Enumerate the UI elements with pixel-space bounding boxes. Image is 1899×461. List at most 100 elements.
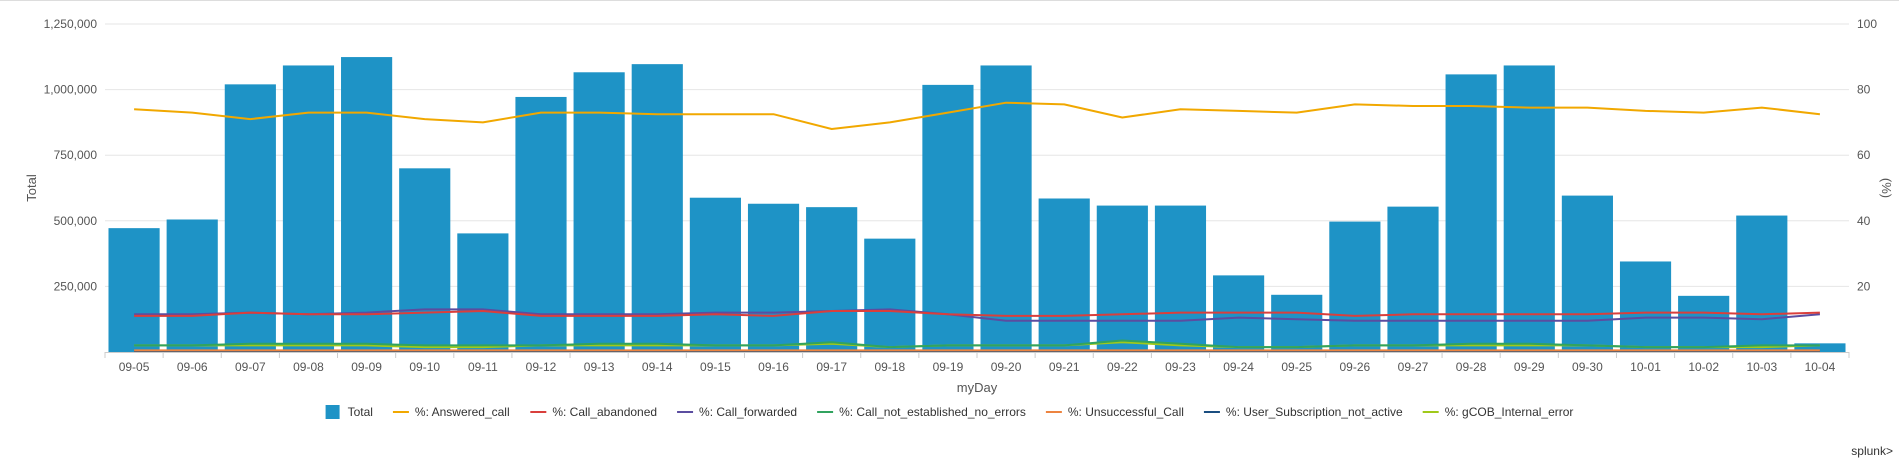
bar-total[interactable] bbox=[1329, 221, 1381, 352]
bar-total[interactable] bbox=[1503, 65, 1555, 352]
bar-total[interactable] bbox=[1154, 205, 1207, 352]
bar-total[interactable] bbox=[922, 84, 974, 352]
x-tick-label: 10-04 bbox=[1805, 360, 1836, 374]
x-tick-label: 09-14 bbox=[642, 360, 673, 374]
x-axis-title: myDay bbox=[957, 380, 998, 395]
x-tick-label: 09-21 bbox=[1049, 360, 1080, 374]
x-tick-label: 09-19 bbox=[933, 360, 964, 374]
bar-total[interactable] bbox=[108, 228, 160, 352]
x-tick-label: 09-07 bbox=[235, 360, 266, 374]
x-tick-label: 10-02 bbox=[1688, 360, 1719, 374]
y-tick-label: 1,000,000 bbox=[44, 83, 98, 97]
x-tick-label: 09-16 bbox=[758, 360, 789, 374]
y-tick-label: 500,000 bbox=[54, 214, 98, 228]
x-tick-label: 09-29 bbox=[1514, 360, 1545, 374]
x-tick-label: 09-26 bbox=[1340, 360, 1371, 374]
bar-total[interactable] bbox=[1038, 198, 1090, 352]
axes: Total (%) myDay 1,250,000 100 1,000,000 80 7… bbox=[24, 17, 1894, 395]
legend-item[interactable]: %: Answered_call bbox=[392, 405, 510, 419]
legend-item[interactable]: %: Call_abandoned bbox=[530, 405, 657, 419]
legend-swatch bbox=[325, 405, 340, 419]
splunk-logo: splunk> bbox=[1851, 444, 1893, 458]
x-tick-label: 09-30 bbox=[1572, 360, 1603, 374]
bar-total[interactable] bbox=[1619, 261, 1672, 352]
bar-total[interactable] bbox=[631, 64, 683, 352]
y2-tick-label: 80 bbox=[1857, 83, 1871, 97]
y-tick-label: 250,000 bbox=[54, 279, 98, 293]
bar-total[interactable] bbox=[1561, 195, 1613, 352]
x-tick-label: 09-27 bbox=[1398, 360, 1429, 374]
x-tick-label: 09-05 bbox=[119, 360, 150, 374]
y2-axis-title: (%) bbox=[1879, 178, 1894, 198]
bar-total[interactable] bbox=[399, 168, 451, 352]
bar-total[interactable] bbox=[166, 219, 218, 352]
y2-tick-label: 20 bbox=[1857, 279, 1871, 293]
legend-item[interactable]: %: gCOB_Internal_error bbox=[1422, 405, 1574, 419]
bar-total[interactable] bbox=[224, 84, 276, 353]
x-tick-label: 10-01 bbox=[1630, 360, 1661, 374]
bar-total[interactable] bbox=[864, 238, 916, 352]
bar-total[interactable] bbox=[515, 96, 567, 352]
bar-total[interactable] bbox=[1445, 74, 1497, 352]
bar-total[interactable] bbox=[1213, 275, 1265, 352]
y2-tick-label: 60 bbox=[1857, 148, 1871, 162]
bar-total[interactable] bbox=[689, 197, 741, 352]
grid bbox=[0, 0, 1899, 287]
x-tick-label: 09-10 bbox=[409, 360, 440, 374]
legend-label: %: Call_forwarded bbox=[699, 405, 797, 419]
y2-tick-label: 100 bbox=[1857, 17, 1877, 31]
x-tick-label: 09-15 bbox=[700, 360, 731, 374]
legend-label: %: Call_abandoned bbox=[552, 405, 657, 419]
legend-label: %: Unsuccessful_Call bbox=[1068, 405, 1184, 419]
legend-label: %: gCOB_Internal_error bbox=[1445, 405, 1574, 419]
bar-total[interactable] bbox=[1387, 206, 1439, 352]
x-tick-label: 09-28 bbox=[1456, 360, 1487, 374]
x-tick-label: 09-22 bbox=[1107, 360, 1138, 374]
bar-total[interactable] bbox=[1736, 215, 1788, 352]
legend-label: %: Call_not_established_no_errors bbox=[839, 405, 1026, 419]
y2-tick-label: 40 bbox=[1857, 214, 1871, 228]
legend-item[interactable]: %: Call_not_established_no_errors bbox=[817, 405, 1026, 419]
x-tick-label: 09-11 bbox=[468, 360, 498, 374]
x-tick-label: 10-03 bbox=[1746, 360, 1777, 374]
bar-total[interactable] bbox=[282, 65, 335, 352]
y-axis-title: Total bbox=[24, 174, 39, 202]
bar-total[interactable] bbox=[1271, 294, 1323, 352]
x-tick-label: 09-09 bbox=[351, 360, 382, 374]
bar-total[interactable] bbox=[1794, 343, 1846, 352]
legend-item[interactable]: %: Unsuccessful_Call bbox=[1045, 405, 1184, 419]
legend-item[interactable]: Total bbox=[325, 405, 373, 419]
bar-total[interactable] bbox=[747, 203, 800, 352]
bar-total[interactable] bbox=[1096, 205, 1148, 352]
legend-label: %: Answered_call bbox=[415, 405, 510, 419]
bar-total[interactable] bbox=[1678, 295, 1730, 352]
x-tick-label: 09-13 bbox=[584, 360, 615, 374]
legend-item[interactable]: %: User_Subscription_not_active bbox=[1203, 405, 1403, 419]
x-tick-label: 09-25 bbox=[1281, 360, 1312, 374]
bar-total[interactable] bbox=[341, 57, 393, 352]
y-tick-label: 1,250,000 bbox=[44, 17, 98, 31]
x-tick-label: 09-06 bbox=[177, 360, 208, 374]
x-tick-label: 09-12 bbox=[526, 360, 557, 374]
line-series[interactable] bbox=[134, 339, 1820, 349]
line-series-group[interactable] bbox=[134, 101, 1821, 352]
x-tick-label: 09-20 bbox=[991, 360, 1022, 374]
x-tick-label: 09-17 bbox=[816, 360, 847, 374]
line-series[interactable] bbox=[134, 101, 1821, 130]
y-tick-label: 750,000 bbox=[54, 148, 98, 162]
legend[interactable]: Total %: Answered_call %: Call_abandoned%:… bbox=[325, 405, 1574, 419]
bars[interactable] bbox=[108, 57, 1846, 353]
legend-item[interactable]: %: Call_forwarded bbox=[677, 405, 797, 419]
bar-total[interactable] bbox=[573, 72, 625, 352]
bar-total[interactable] bbox=[980, 65, 1032, 352]
line-series[interactable] bbox=[134, 310, 1820, 317]
legend-label: Total bbox=[348, 405, 373, 419]
legend-label: %: User_Subscription_not_active bbox=[1226, 405, 1403, 419]
bar-total[interactable] bbox=[457, 233, 509, 352]
x-tick-label: 09-18 bbox=[874, 360, 905, 374]
line-series[interactable] bbox=[134, 308, 1820, 322]
bar-total[interactable] bbox=[806, 207, 858, 352]
x-tick-label: 09-23 bbox=[1165, 360, 1196, 374]
